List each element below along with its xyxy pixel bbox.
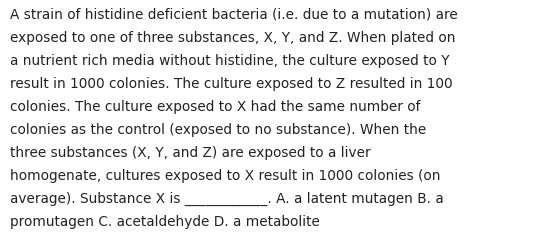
Text: three substances (X, Y, and Z) are exposed to a liver: three substances (X, Y, and Z) are expos… [10, 146, 371, 160]
Text: colonies. The culture exposed to X had the same number of: colonies. The culture exposed to X had t… [10, 100, 420, 114]
Text: colonies as the control (exposed to no substance). When the: colonies as the control (exposed to no s… [10, 122, 426, 136]
Text: result in 1000 colonies. The culture exposed to Z resulted in 100: result in 1000 colonies. The culture exp… [10, 76, 453, 90]
Text: average). Substance X is ____________. A. a latent mutagen B. a: average). Substance X is ____________. A… [10, 192, 444, 205]
Text: A strain of histidine deficient bacteria (i.e. due to a mutation) are: A strain of histidine deficient bacteria… [10, 8, 458, 22]
Text: exposed to one of three substances, X, Y, and Z. When plated on: exposed to one of three substances, X, Y… [10, 30, 455, 44]
Text: a nutrient rich media without histidine, the culture exposed to Y: a nutrient rich media without histidine,… [10, 54, 450, 68]
Text: promutagen C. acetaldehyde D. a metabolite: promutagen C. acetaldehyde D. a metaboli… [10, 214, 320, 228]
Text: homogenate, cultures exposed to X result in 1000 colonies (on: homogenate, cultures exposed to X result… [10, 168, 441, 182]
